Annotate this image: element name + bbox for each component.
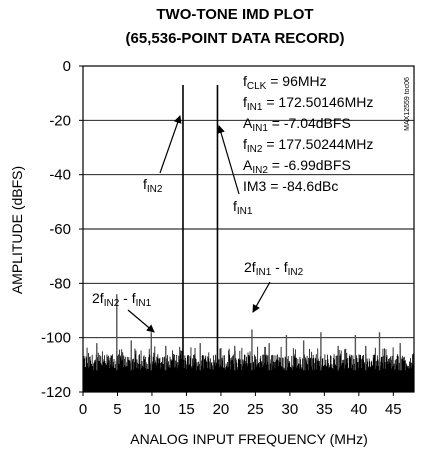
annotation-imd-high: 2fIN1 - fIN2 xyxy=(244,259,304,313)
x-tick-label: 45 xyxy=(385,401,402,418)
stat-line-1: fIN1 = 172.50146MHz xyxy=(243,94,373,113)
annotation-fin1-label: fIN1 xyxy=(233,198,253,217)
annotation-imd-low-label: 2fIN2 - fIN1 xyxy=(92,290,152,309)
x-tick-label: 40 xyxy=(350,401,367,418)
x-tick-label: 35 xyxy=(316,401,333,418)
y-tick-label: -120 xyxy=(41,384,71,401)
x-axis-ticks: 0 5 10 15 20 25 30 35 40 45 xyxy=(79,392,402,418)
grid-lines xyxy=(83,119,414,339)
x-axis-label: ANALOG INPUT FREQUENCY (MHz) xyxy=(130,431,368,447)
stat-line-5: IM3 = -84.6dBc xyxy=(243,178,338,194)
annotation-imd-low: 2fIN2 - fIN1 xyxy=(92,290,155,333)
y-axis-ticks: 0 -20 -40 -60 -80 -100 -120 xyxy=(41,58,83,401)
x-tick-label: 20 xyxy=(213,401,230,418)
x-tick-label: 15 xyxy=(178,401,195,418)
y-tick-label: -20 xyxy=(49,112,71,129)
noise-floor xyxy=(82,346,415,392)
y-tick-label: -40 xyxy=(49,167,71,184)
arrow-imd-high xyxy=(252,281,271,313)
annotation-imd-high-label: 2fIN1 - fIN2 xyxy=(244,259,304,278)
chart-subtitle: (65,536-POINT DATA RECORD) xyxy=(126,30,345,47)
noise-floor-trace xyxy=(82,346,415,392)
arrow-fin2 xyxy=(159,115,182,174)
x-tick-label: 25 xyxy=(247,401,264,418)
annotation-fin1: fIN1 xyxy=(217,125,253,217)
annotation-fin2-label: fIN2 xyxy=(143,176,163,195)
stat-line-4: AIN2 = -6.99dBFS xyxy=(243,157,351,176)
x-tick-label: 0 xyxy=(79,401,87,418)
stat-line-3: fIN2 = 177.50244MHz xyxy=(243,136,373,155)
stat-line-0: fCLK = 96MHz xyxy=(243,73,327,92)
stat-line-2: AIN1 = -7.04dBFS xyxy=(243,115,351,134)
stats-block: fCLK = 96MHz fIN1 = 172.50146MHz AIN1 = -7… xyxy=(243,73,373,194)
x-tick-label: 30 xyxy=(282,401,299,418)
y-tick-label: -100 xyxy=(41,330,71,347)
y-tick-label: 0 xyxy=(63,58,71,75)
y-tick-label: -80 xyxy=(49,275,71,292)
chart-title: TWO-TONE IMD PLOT xyxy=(156,6,313,23)
x-tick-label: 5 xyxy=(113,401,121,418)
y-axis-label: AMPLITUDE (dBFS) xyxy=(9,166,25,294)
annotation-fin2: fIN2 xyxy=(143,115,182,195)
y-tick-label: -60 xyxy=(49,221,71,238)
arrow-imd-low xyxy=(127,309,155,333)
watermark: MAX12559 toc06 xyxy=(404,77,411,131)
x-tick-label: 10 xyxy=(144,401,161,418)
spur-lines xyxy=(96,85,401,371)
arrow-fin1 xyxy=(217,125,240,195)
